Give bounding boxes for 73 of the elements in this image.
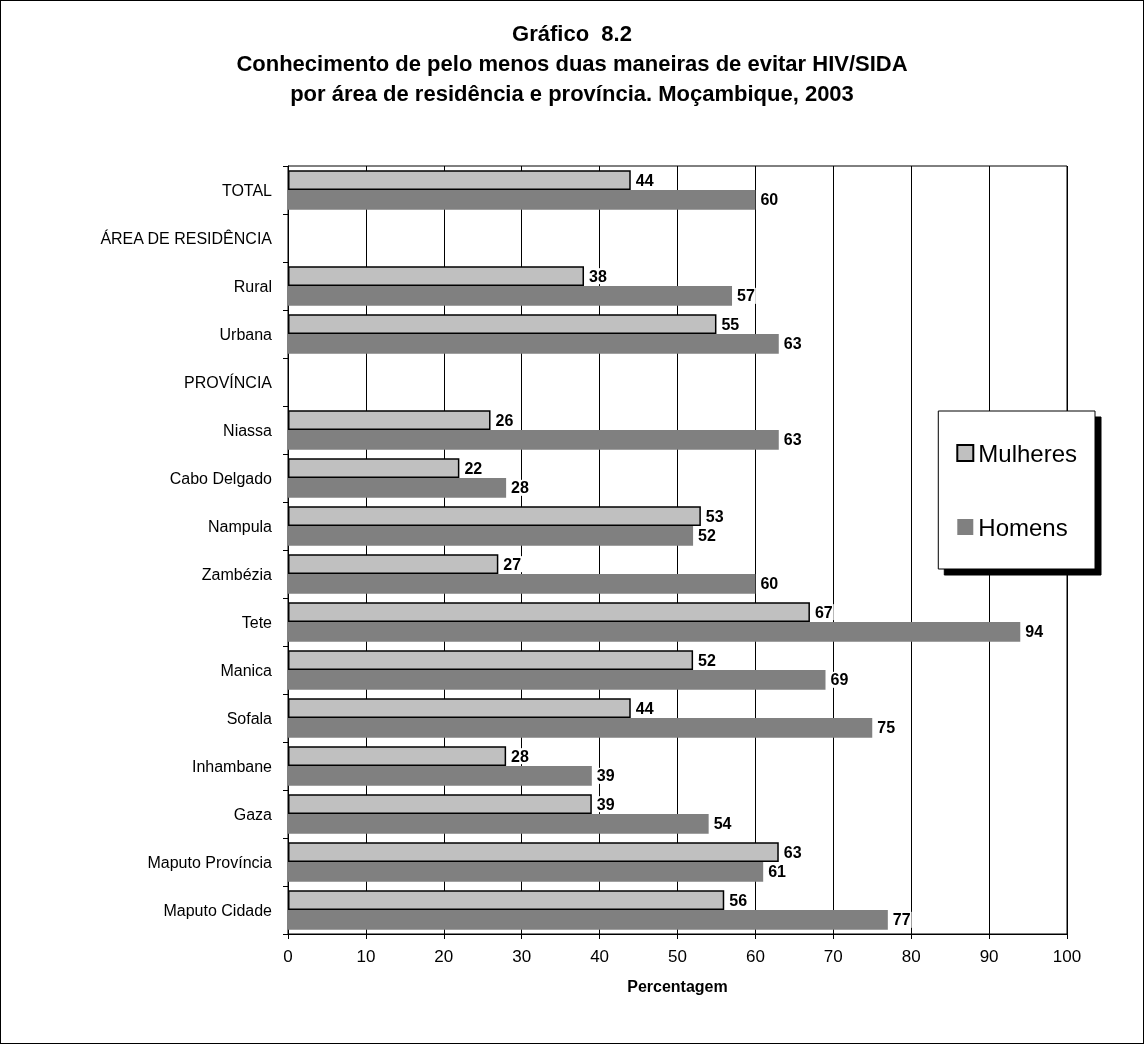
data-label: 60 — [760, 191, 779, 209]
data-label: 39 — [596, 795, 615, 813]
data-label: 67 — [814, 603, 833, 621]
bar — [288, 574, 756, 594]
data-label: 52 — [698, 527, 716, 545]
y-tick-label: Urbana — [219, 325, 273, 343]
data-label: 61 — [768, 863, 787, 881]
data-label: 53 — [705, 507, 724, 525]
y-tick-label: PROVÍNCIA — [183, 372, 273, 391]
bar — [288, 862, 764, 882]
bar — [288, 526, 694, 546]
data-label: 55 — [721, 315, 740, 333]
x-tick-label: 10 — [356, 947, 376, 966]
legend-label: Homens — [978, 513, 1068, 541]
data-label: 60 — [760, 575, 779, 593]
data-label: 63 — [783, 431, 802, 449]
chart-title: Gráfico 8.2 Conhecimento de pelo menos duas maneiras de evitar HIV/SIDA por área de residência e província. Moçambique, 2003 — [236, 20, 908, 106]
data-label: 22 — [464, 459, 483, 477]
y-tick-label: Zambézia — [201, 565, 273, 583]
x-tick-label: 70 — [823, 947, 843, 966]
x-tick-label: 30 — [512, 947, 532, 966]
y-tick-label: Niassa — [223, 421, 273, 439]
data-label: 63 — [783, 335, 802, 353]
data-label: 28 — [511, 479, 530, 497]
y-tick-label: Inhambane — [191, 757, 273, 775]
data-label: 28 — [511, 747, 530, 765]
data-label: 44 — [635, 699, 654, 717]
data-label: 39 — [596, 767, 615, 785]
x-axis-title: Percentagem — [627, 977, 728, 995]
bar — [288, 670, 826, 690]
y-tick-label: Maputo Província — [147, 853, 273, 871]
y-tick-label: Maputo Cidade — [163, 901, 273, 919]
x-tick-label: 80 — [901, 947, 921, 966]
data-label: 75 — [877, 719, 896, 737]
y-tick-label: Cabo Delgado — [169, 469, 273, 487]
data-label: 77 — [892, 911, 911, 929]
data-label: 56 — [729, 891, 748, 909]
data-label: 94 — [1025, 623, 1044, 641]
bar — [288, 430, 779, 450]
y-tick-label: Rural — [233, 277, 272, 295]
x-tick-label: 0 — [283, 947, 293, 966]
bar — [288, 718, 873, 738]
data-label: 54 — [713, 815, 732, 833]
bar — [288, 286, 733, 306]
data-label: 63 — [783, 843, 802, 861]
x-tick-label: 60 — [745, 947, 765, 966]
bar — [288, 814, 709, 834]
bar — [288, 334, 779, 354]
bar — [288, 622, 1021, 642]
y-tick-label: Gaza — [233, 805, 273, 823]
legend-label: Mulheres — [978, 439, 1078, 467]
x-tick-label: 90 — [979, 947, 999, 966]
y-tick-label: Manica — [220, 661, 273, 679]
y-tick-label: Tete — [241, 613, 273, 631]
y-tick-label: Nampula — [207, 517, 273, 535]
data-label: 26 — [495, 411, 514, 429]
bar — [288, 766, 592, 786]
x-tick-label: 50 — [668, 947, 687, 966]
data-label: 69 — [830, 671, 849, 689]
bar — [288, 910, 888, 930]
bar — [288, 478, 507, 498]
y-tick-label: Sofala — [226, 709, 273, 727]
x-tick-label: 40 — [590, 947, 610, 966]
y-tick-label: TOTAL — [221, 181, 273, 199]
data-label: 38 — [589, 267, 607, 285]
data-label: 52 — [698, 651, 716, 669]
x-tick-label: 100 — [1052, 947, 1082, 966]
data-label: 27 — [503, 555, 522, 573]
data-label: 44 — [635, 171, 654, 189]
bar — [288, 190, 756, 210]
data-label: 57 — [737, 287, 755, 305]
x-tick-label: 20 — [434, 947, 454, 966]
y-tick-label: ÁREA DE RESIDÊNCIA — [100, 228, 273, 247]
